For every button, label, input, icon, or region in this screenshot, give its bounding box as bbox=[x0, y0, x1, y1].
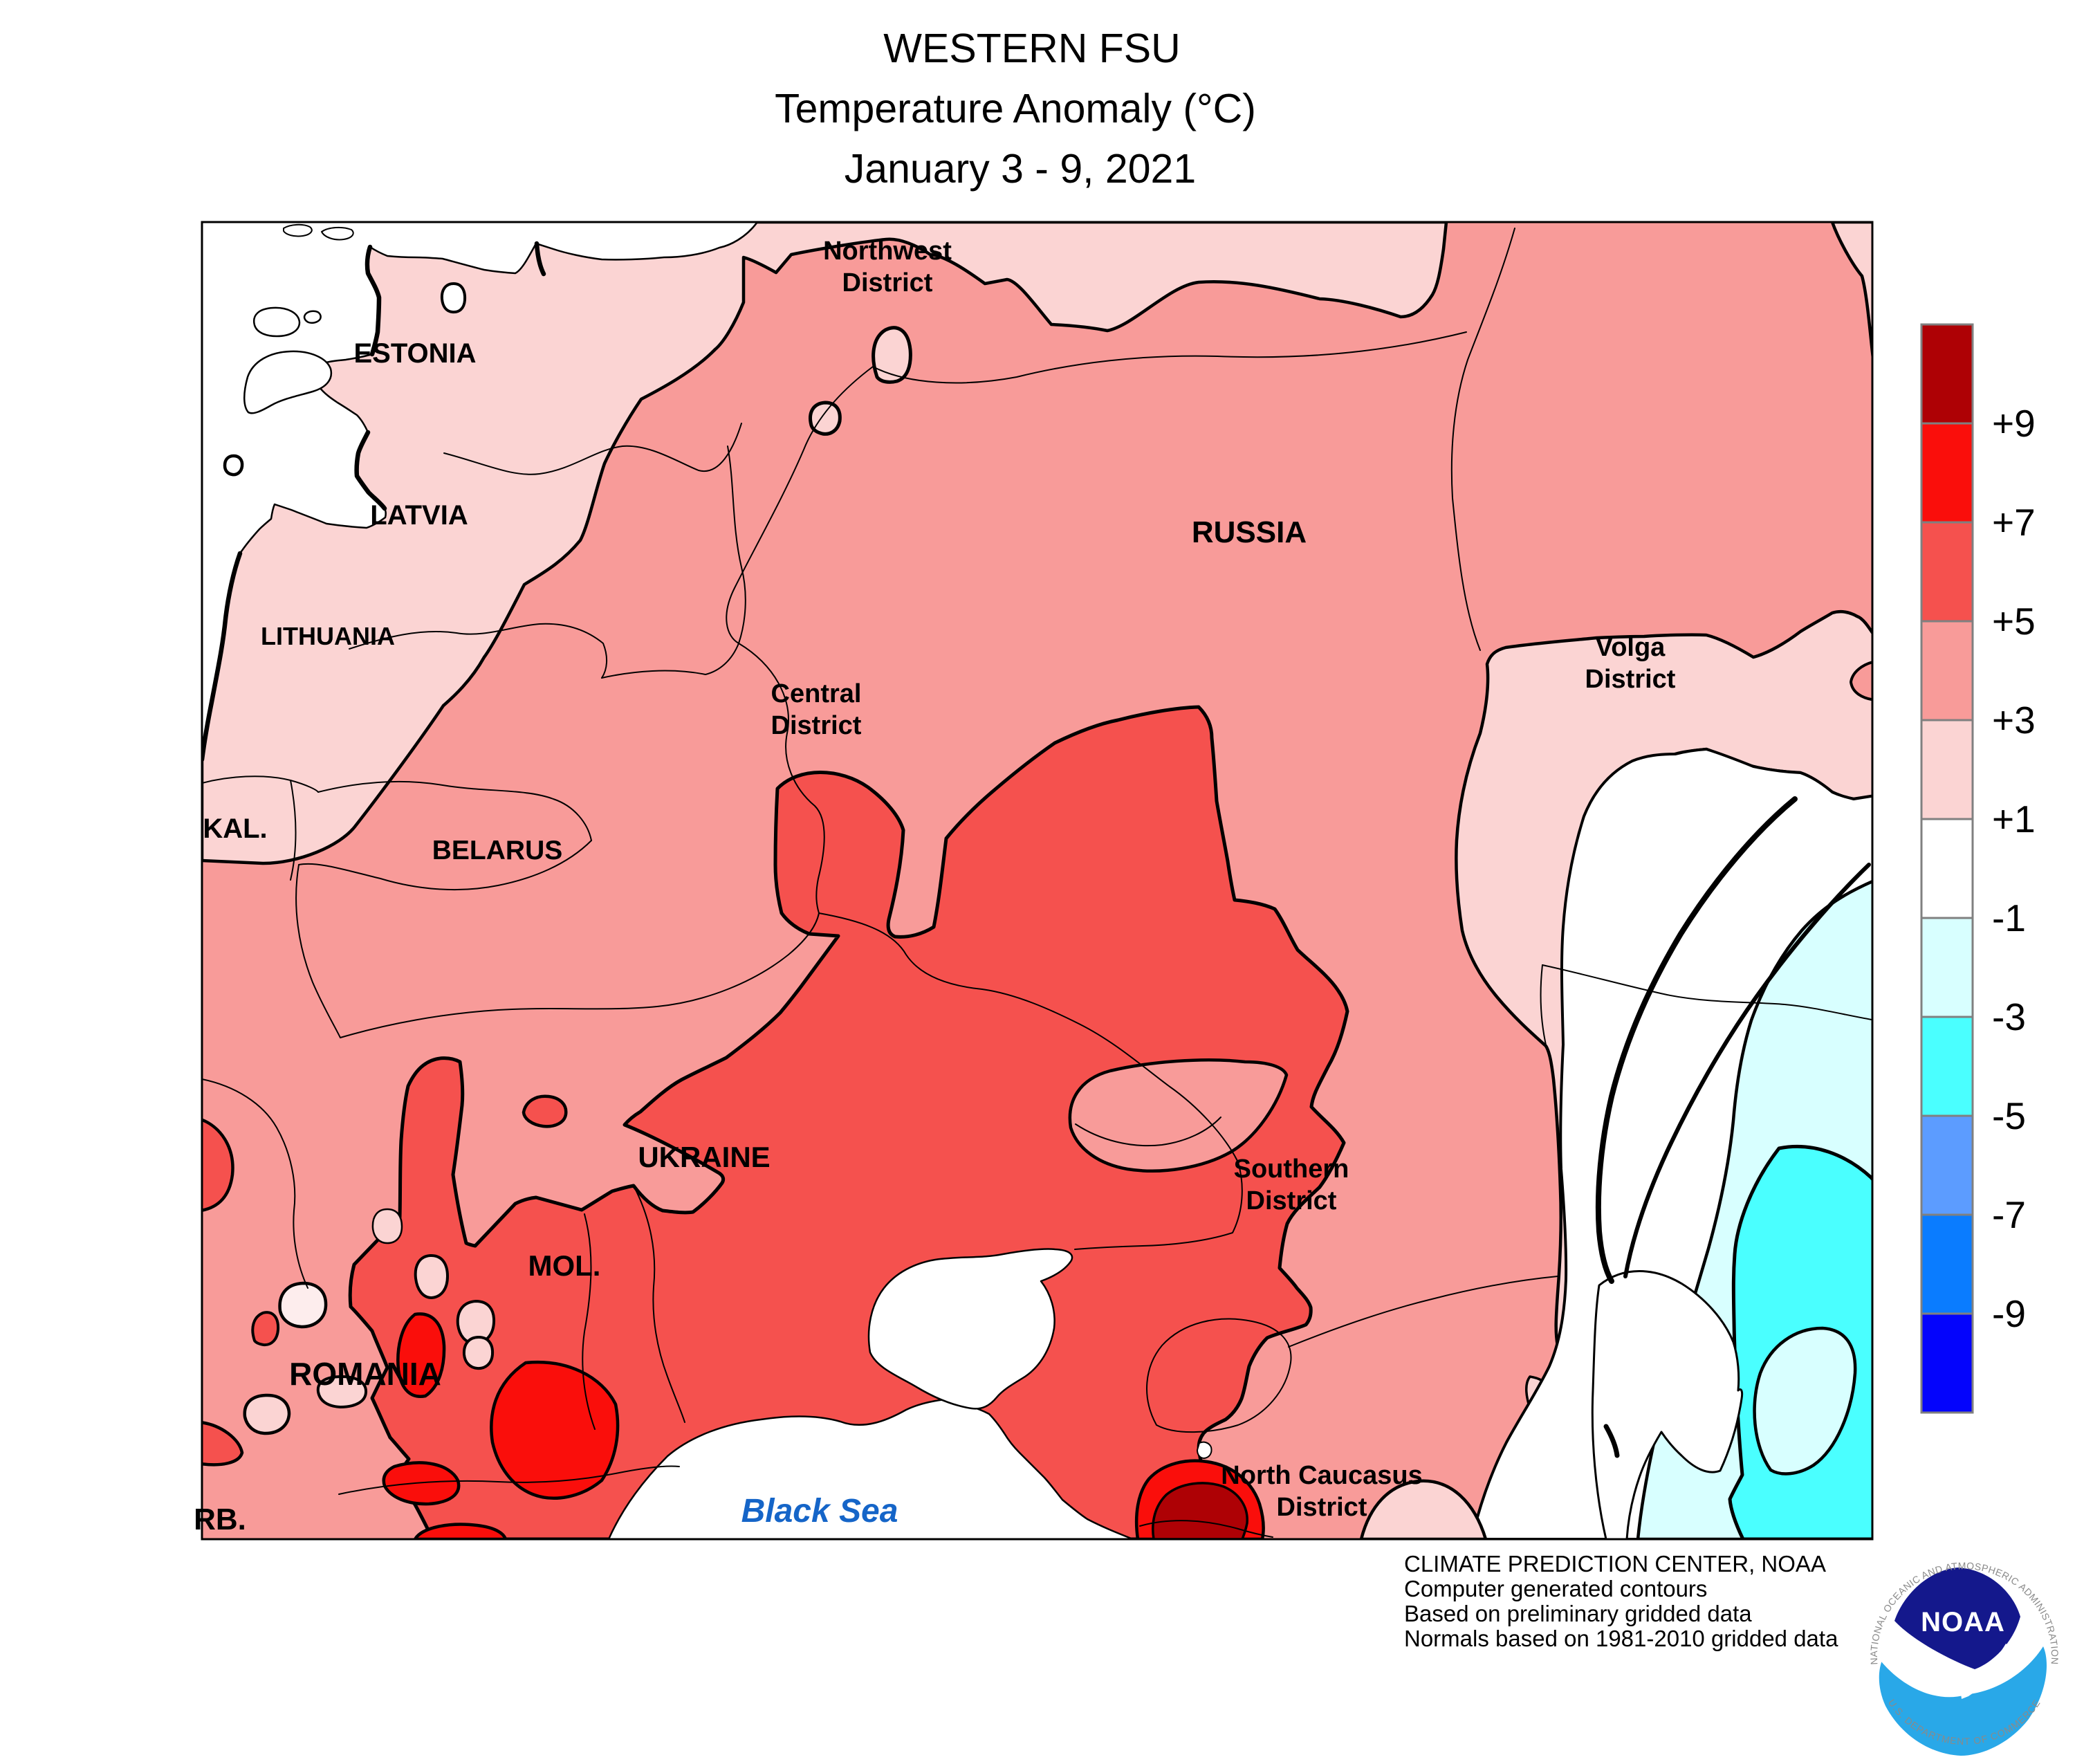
svg-text:Volga: Volga bbox=[1596, 633, 1666, 662]
svg-text:-9: -9 bbox=[1992, 1292, 2026, 1335]
svg-text:RB.: RB. bbox=[194, 1503, 246, 1536]
svg-text:ROMANIA: ROMANIA bbox=[289, 1356, 441, 1392]
svg-text:LATVIA: LATVIA bbox=[370, 500, 468, 531]
svg-text:CLIMATE PREDICTION CENTER, NOA: CLIMATE PREDICTION CENTER, NOAA bbox=[1404, 1551, 1826, 1577]
svg-text:KAL.: KAL. bbox=[203, 814, 267, 844]
svg-text:Southern: Southern bbox=[1234, 1155, 1349, 1184]
svg-text:+9: +9 bbox=[1992, 402, 2036, 445]
svg-text:Based on preliminary gridded d: Based on preliminary gridded data bbox=[1404, 1601, 1752, 1626]
svg-text:District: District bbox=[1585, 665, 1676, 694]
svg-text:+7: +7 bbox=[1992, 501, 2036, 544]
svg-text:Temperature Anomaly (°C): Temperature Anomaly (°C) bbox=[775, 86, 1256, 131]
svg-text:North Caucasus: North Caucasus bbox=[1221, 1461, 1422, 1490]
svg-text:Normals based on 1981-2010 gri: Normals based on 1981-2010 gridded data bbox=[1404, 1626, 1838, 1651]
svg-text:Central: Central bbox=[771, 679, 862, 708]
svg-text:-3: -3 bbox=[1992, 995, 2026, 1038]
svg-text:District: District bbox=[1246, 1186, 1337, 1215]
svg-text:LITHUANIA: LITHUANIA bbox=[261, 622, 395, 650]
svg-text:UKRAINE: UKRAINE bbox=[638, 1141, 770, 1173]
svg-text:-1: -1 bbox=[1992, 897, 2026, 939]
svg-text:MOL.: MOL. bbox=[528, 1249, 601, 1282]
svg-text:Computer generated contours: Computer generated contours bbox=[1404, 1576, 1707, 1601]
svg-text:NOAA: NOAA bbox=[1921, 1607, 2005, 1637]
svg-text:Northwest: Northwest bbox=[823, 237, 952, 266]
svg-text:+5: +5 bbox=[1992, 600, 2036, 643]
svg-text:-7: -7 bbox=[1992, 1193, 2026, 1236]
svg-text:BELARUS: BELARUS bbox=[432, 836, 563, 865]
svg-text:Black Sea: Black Sea bbox=[741, 1493, 898, 1529]
svg-text:+1: +1 bbox=[1992, 798, 2036, 840]
svg-text:District: District bbox=[842, 268, 933, 297]
svg-text:WESTERN FSU: WESTERN FSU bbox=[883, 26, 1180, 71]
svg-text:ESTONIA: ESTONIA bbox=[353, 338, 476, 369]
svg-text:+3: +3 bbox=[1992, 699, 2036, 742]
svg-text:-5: -5 bbox=[1992, 1094, 2026, 1137]
svg-text:District: District bbox=[1277, 1493, 1367, 1522]
svg-text:RUSSIA: RUSSIA bbox=[1192, 515, 1307, 549]
svg-text:District: District bbox=[771, 711, 862, 740]
svg-text:January 3 - 9, 2021: January 3 - 9, 2021 bbox=[845, 146, 1196, 192]
